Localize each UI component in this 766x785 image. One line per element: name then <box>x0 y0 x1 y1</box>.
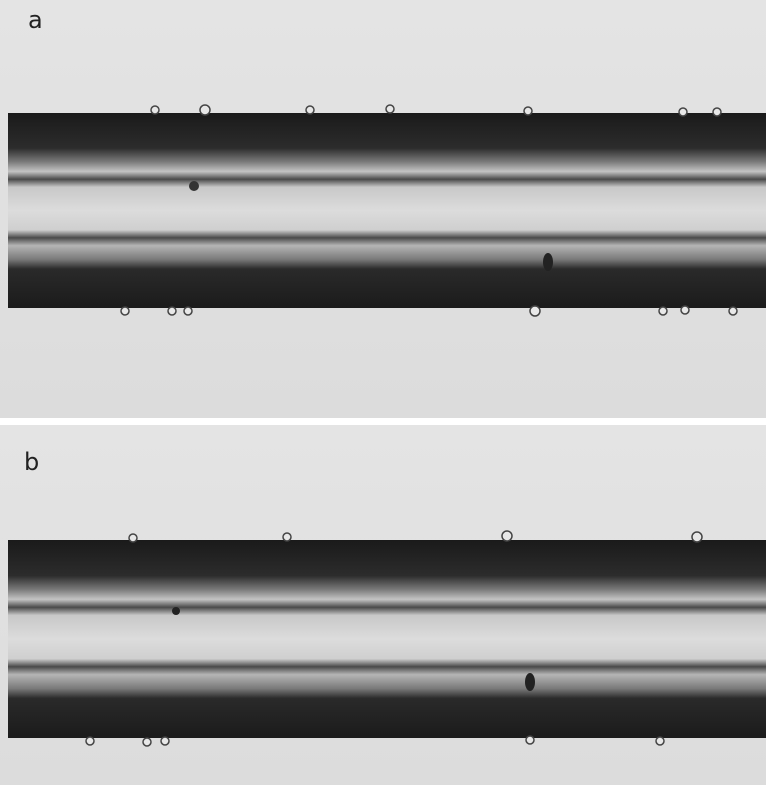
panel-label: b <box>24 448 39 476</box>
panel-b: b <box>0 425 766 785</box>
panel-label: a <box>28 6 43 34</box>
fiber <box>8 113 766 308</box>
bubbles <box>120 104 738 317</box>
particle <box>172 607 180 615</box>
particle <box>525 673 535 691</box>
panel-a: a <box>0 0 766 418</box>
particle <box>189 181 199 191</box>
bubbles <box>85 530 703 747</box>
particle <box>543 253 553 271</box>
fiber <box>8 540 766 738</box>
